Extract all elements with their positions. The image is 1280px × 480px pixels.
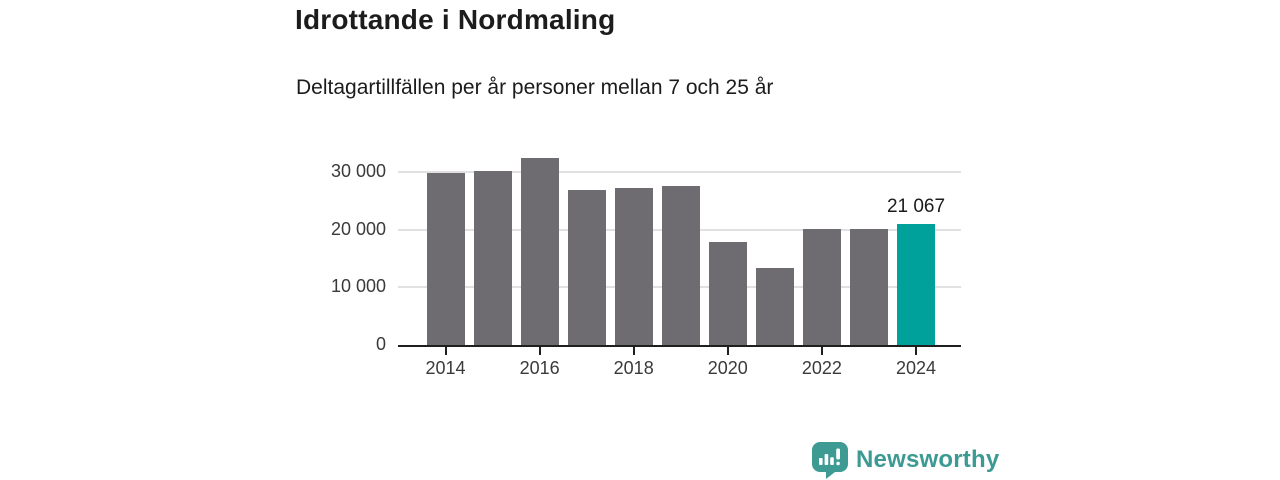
- data-label-latest-value: 21 067: [886, 195, 946, 217]
- y-axis-label-10000: 10 000: [330, 276, 386, 297]
- x-axis-label-2014: 2014: [425, 358, 466, 378]
- chart-subtitle: Deltagartillfällen per år personer mella…: [296, 76, 774, 99]
- x-axis-line: [398, 345, 961, 347]
- x-axis-label-2024: 2024: [895, 358, 937, 378]
- bar-2014: [426, 173, 465, 345]
- x-axis-label-2020: 2020: [707, 358, 748, 378]
- bar-2020: [708, 241, 747, 345]
- chart-title: Idrottande i Nordmaling: [295, 4, 616, 35]
- bar-2015: [473, 171, 512, 345]
- bar-2017: [567, 190, 606, 345]
- bar-2019: [661, 186, 700, 345]
- x-axis-label-2016: 2016: [519, 358, 560, 378]
- y-axis-label-20000: 20 000: [330, 218, 386, 239]
- x-axis-tick-2014: [444, 347, 447, 355]
- x-axis-tick-2016: [538, 347, 541, 355]
- bar-2018: [614, 187, 653, 345]
- newsworthy-branding: Newsworthy: [811, 441, 999, 479]
- x-axis-tick-2020: [726, 347, 729, 355]
- x-axis-tick-2022: [820, 347, 823, 355]
- x-axis-label-2018: 2018: [613, 358, 654, 378]
- newsworthy-wordmark: Newsworthy: [856, 446, 1000, 473]
- y-axis-label-0: 0: [375, 334, 386, 354]
- bar-2021: [755, 267, 794, 345]
- bar-2023: [849, 228, 888, 345]
- newsworthy-logo-icon: [812, 442, 848, 479]
- gridline-30000: [398, 171, 961, 173]
- x-axis-tick-2024: [915, 347, 917, 355]
- bar-2022: [802, 229, 841, 345]
- bar-2016: [520, 158, 559, 345]
- x-axis-tick-2018: [632, 347, 635, 355]
- bar-2024: [897, 223, 935, 345]
- x-axis-label-2022: 2022: [801, 358, 842, 378]
- y-axis-label-30000: 30 000: [330, 161, 386, 181]
